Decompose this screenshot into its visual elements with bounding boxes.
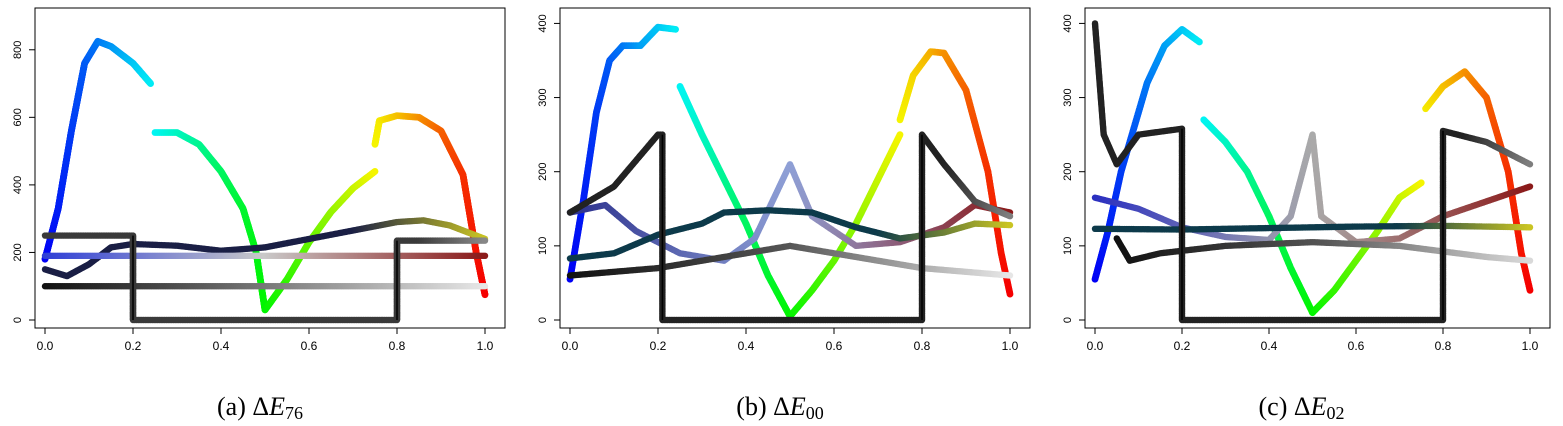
chart-panel-b: 0.0 0.2 0.4 0.6 0.8 1.0 0 100 200 300 400 (b) ΔE00	[520, 0, 1040, 426]
x-tick-label: 0.2	[125, 339, 142, 353]
series-group	[566, 23, 1014, 324]
plot-frame	[559, 7, 1031, 329]
y-tick-label: 200	[12, 243, 24, 261]
data-point	[147, 80, 155, 87]
series-group	[41, 37, 489, 324]
x-tick-label: 0.8	[914, 339, 931, 353]
x-tick-label: 0.0	[562, 339, 579, 353]
y-tick-label: 100	[537, 237, 549, 255]
y-tick-label: 300	[537, 88, 549, 106]
x-tick-label: 1.0	[477, 339, 494, 353]
y-tick-label: 800	[12, 41, 24, 59]
data-point	[672, 25, 679, 33]
data-point	[481, 291, 489, 299]
data-point	[481, 283, 489, 290]
y-tick-label: 0	[537, 317, 549, 323]
plot-frame	[34, 7, 506, 329]
data-point	[1006, 221, 1014, 229]
x-tick-label: 0.6	[826, 339, 843, 353]
x-tick-label: 0.6	[301, 339, 318, 353]
y-tick-label: 0	[12, 317, 24, 323]
caption-a: (a) ΔE76	[217, 392, 303, 423]
data-point	[481, 237, 489, 244]
data-point	[1006, 290, 1014, 298]
x-tick-label: 1.0	[1002, 339, 1019, 353]
chart-a: 0.0 0.2 0.4 0.6 0.8 1.0 0 200 400 600 800	[12, 7, 506, 353]
data-point	[896, 131, 904, 139]
data-point	[371, 167, 379, 175]
y-tick-label: 400	[12, 176, 24, 194]
x-tick-label: 0.0	[37, 339, 54, 353]
chart-panel-a: 0.0 0.2 0.4 0.6 0.8 1.0 0 200 400 600 800 (a) ΔE76	[0, 0, 520, 426]
chart-b: 0.0 0.2 0.4 0.6 0.8 1.0 0 100 200 300 400	[537, 7, 1031, 353]
y-tick-label: 600	[12, 108, 24, 126]
data-point	[1006, 272, 1014, 279]
x-tick-label: 0.4	[738, 339, 755, 353]
data-point	[481, 252, 489, 260]
x-tick-label: 0.8	[389, 339, 406, 353]
x-tick-label: 0.4	[213, 339, 230, 353]
x-tick-label: 0.2	[650, 339, 667, 353]
y-tick-label: 400	[537, 14, 549, 32]
y-tick-label: 200	[537, 163, 549, 181]
